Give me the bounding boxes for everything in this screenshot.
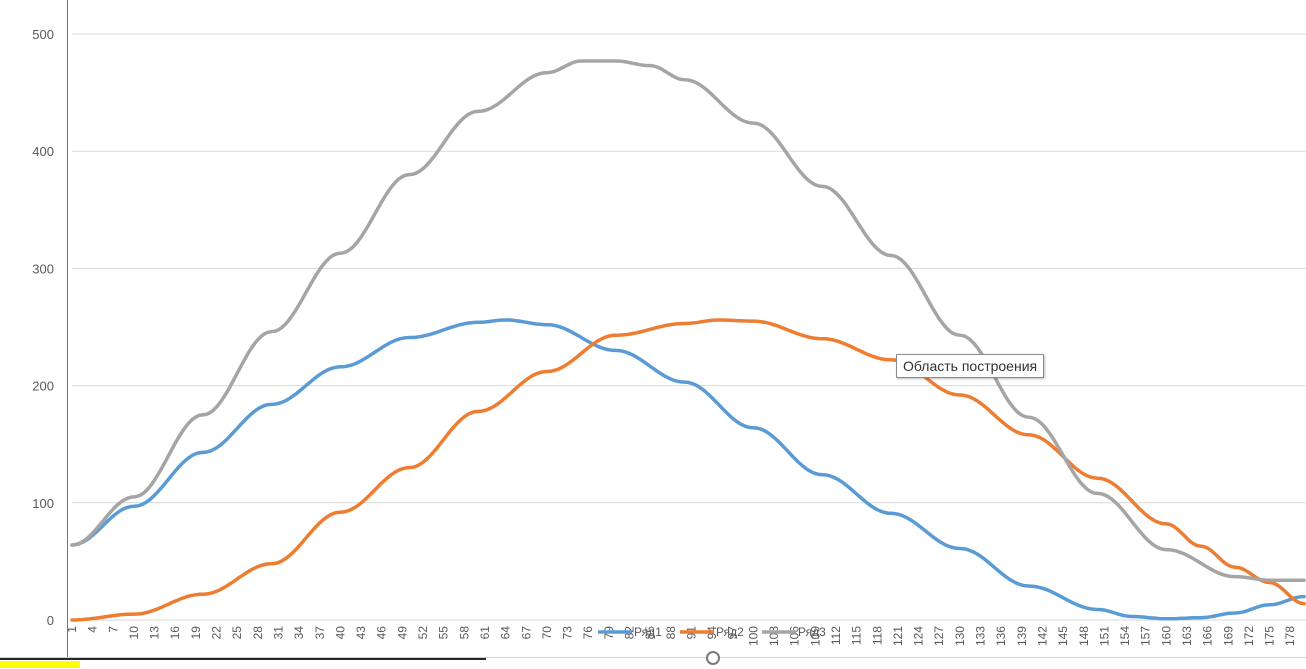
x-tick-label: 31: [271, 626, 285, 640]
series-line-3[interactable]: [70, 59, 1306, 582]
x-tick-label: 151: [1097, 626, 1111, 646]
x-tick-label: 58: [457, 626, 471, 640]
x-tick-label: 25: [230, 626, 244, 640]
x-tick-label: 118: [870, 626, 884, 645]
x-tick-label: 136: [994, 626, 1008, 646]
highlighted-cell: [0, 661, 80, 668]
x-tick-label: 160: [1159, 626, 1173, 646]
x-tick-label: 100: [746, 626, 760, 646]
x-tick-label: 133: [974, 626, 988, 646]
x-tick-label: 172: [1242, 626, 1256, 646]
x-tick-label: 46: [375, 626, 389, 640]
x-tick-label: 28: [251, 626, 265, 640]
x-tick-label: 43: [354, 626, 368, 640]
x-tick-label: 148: [1077, 626, 1091, 646]
x-tick-label: 55: [437, 626, 451, 640]
x-tick-label: 34: [292, 626, 306, 640]
x-tick-label: 73: [561, 626, 575, 640]
y-tick-label: 200: [32, 379, 54, 394]
x-tick-label: 178: [1283, 626, 1297, 646]
x-tick-label: 175: [1263, 626, 1277, 646]
x-tick-label: 61: [478, 626, 492, 640]
y-axis-ticks: 0 100 200 300 400 500: [32, 27, 54, 628]
x-tick-label: 10: [127, 626, 141, 640]
legend[interactable]: Ряд1 Ряд2 Ряд3: [598, 625, 826, 639]
chart-area-border: [67, 0, 68, 657]
y-tick-label: 0: [47, 613, 54, 628]
y-tick-label: 500: [32, 27, 54, 42]
x-tick-label: 85: [643, 626, 657, 640]
x-tick-label: 13: [148, 626, 162, 640]
sheet-bottom-strip: [0, 657, 1306, 669]
x-tick-label: 22: [210, 626, 224, 640]
x-tick-label: 64: [499, 626, 513, 640]
x-tick-label: 130: [953, 626, 967, 646]
plot-area-tooltip: Область построения: [896, 354, 1045, 378]
legend-label[interactable]: Ряд3: [798, 625, 826, 639]
x-tick-label: 103: [767, 626, 781, 646]
series-line-1[interactable]: [70, 318, 1306, 621]
x-tick-label: 127: [932, 626, 946, 646]
x-tick-label: 124: [912, 626, 926, 646]
x-tick-label: 52: [416, 626, 430, 640]
x-tick-label: 157: [1139, 626, 1153, 646]
x-tick-label: 4: [86, 626, 100, 633]
x-tick-label: 115: [850, 626, 864, 645]
x-tick-label: 139: [1015, 626, 1029, 646]
cell-border-line: [0, 658, 486, 660]
series-line-2[interactable]: [70, 318, 1306, 622]
x-tick-label: 16: [168, 626, 182, 640]
x-tick-label: 37: [313, 626, 327, 640]
x-tick-label: 97: [726, 626, 740, 640]
x-tick-label: 1: [65, 626, 79, 633]
x-tick-label: 109: [808, 626, 822, 646]
x-tick-label: 88: [664, 626, 678, 640]
x-tick-label: 76: [581, 626, 595, 640]
x-tick-label: 19: [189, 626, 203, 640]
x-tick-label: 49: [395, 626, 409, 640]
x-axis-ticks: 1 4 7 10 13 16 19 22 25 28 31 34 37 40 43 46 49 52 55 58 61 6…: [65, 626, 1297, 646]
y-tick-label: 300: [32, 261, 54, 276]
x-tick-label: 169: [1221, 626, 1235, 646]
y-tick-label: 100: [32, 496, 54, 511]
x-tick-label: 70: [540, 626, 554, 640]
x-tick-label: 142: [1035, 626, 1049, 646]
x-tick-label: 40: [333, 626, 347, 640]
x-tick-label: 166: [1201, 626, 1215, 646]
legend-label[interactable]: Ряд1: [634, 625, 662, 639]
x-tick-label: 121: [891, 626, 905, 646]
gridlines: [72, 33, 1306, 621]
x-tick-label: 67: [519, 626, 533, 640]
x-tick-label: 154: [1118, 626, 1132, 646]
x-tick-label: 112: [829, 626, 843, 645]
y-tick-label: 400: [32, 144, 54, 159]
legend-label[interactable]: Ряд2: [716, 625, 744, 639]
x-tick-label: 7: [106, 626, 120, 633]
chart-resize-handle[interactable]: [706, 651, 720, 665]
series-lines[interactable]: [70, 59, 1306, 622]
x-tick-label: 163: [1180, 626, 1194, 646]
x-tick-label: 145: [1056, 626, 1070, 646]
